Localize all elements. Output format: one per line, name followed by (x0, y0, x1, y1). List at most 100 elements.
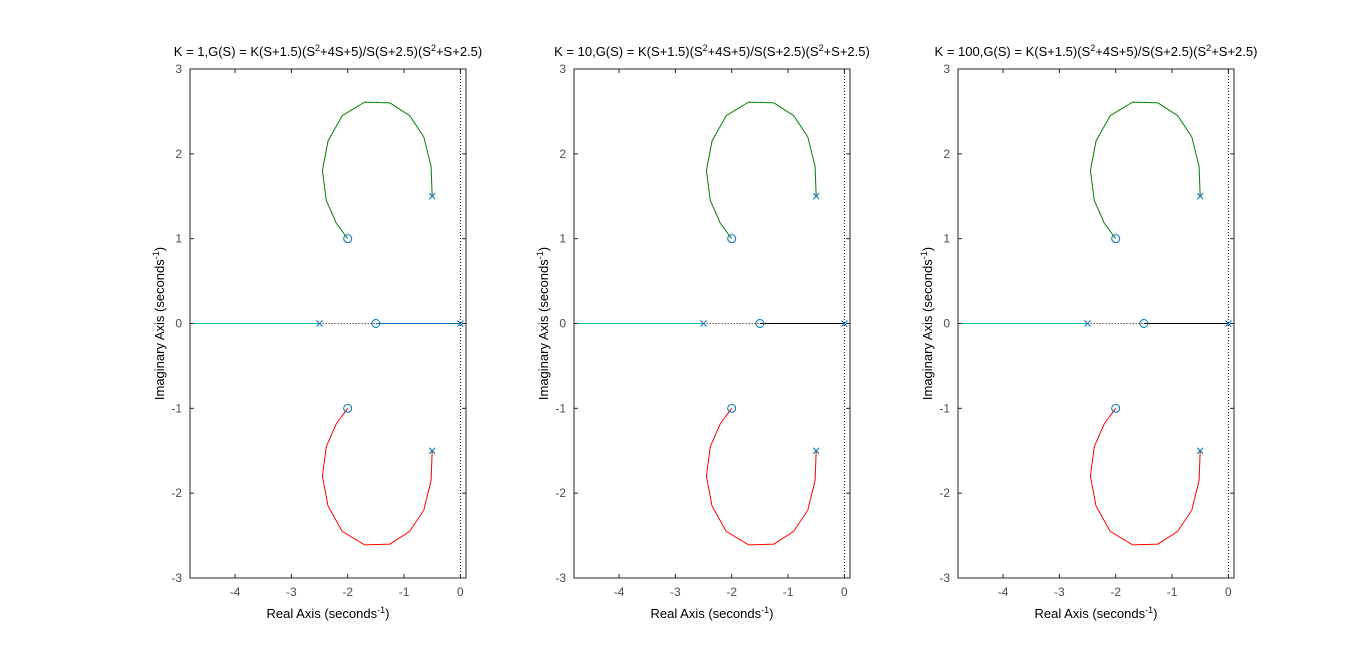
y-tick-label: -3 (939, 571, 950, 585)
y-tick-label: -1 (939, 401, 950, 415)
x-axis-label-part: Real Axis (seconds (1035, 606, 1146, 621)
y-tick-label: 2 (559, 147, 566, 161)
x-axis-label: Real Axis (seconds-1) (651, 605, 774, 621)
y-axis-label-part: Imaginary Axis (seconds (920, 259, 935, 400)
y-axis-label-superscript: -1 (919, 251, 929, 259)
plot-title-part: +4S+5)/S(S+2.5)(S (1095, 44, 1206, 59)
plot-title-part: +S+2.5) (824, 44, 870, 59)
y-tick-label: 0 (175, 317, 182, 331)
x-tick-label: -3 (670, 585, 681, 599)
y-tick-label: 1 (175, 232, 182, 246)
pole-marker (457, 320, 464, 327)
x-tick-label: -1 (1167, 585, 1178, 599)
locus-branch-3 (1089, 101, 1201, 239)
plot-title-superscript: 2 (1090, 43, 1095, 53)
x-axis-label-part: ) (385, 606, 389, 621)
y-axis-label-superscript: -1 (151, 251, 161, 259)
x-axis-label: Real Axis (seconds-1) (267, 605, 390, 621)
y-axis-label-part: ) (920, 247, 935, 251)
pole-marker (1084, 320, 1091, 327)
y-tick-label: -1 (171, 401, 182, 415)
zero-marker (1111, 234, 1121, 244)
y-tick-label: 1 (559, 232, 566, 246)
x-axis-label: Real Axis (seconds-1) (1035, 605, 1158, 621)
y-tick-label: 3 (943, 62, 950, 76)
x-tick-label: -3 (286, 585, 297, 599)
pole-marker (812, 192, 820, 200)
plot-title-part: K = 10,G(S) = K(S+1.5)(S (554, 44, 703, 59)
pole-marker (812, 447, 820, 455)
plot-area (574, 69, 845, 578)
zero-marker (343, 234, 353, 244)
zero-marker (371, 319, 381, 328)
plot-title-superscript: 2 (315, 43, 320, 53)
zero-marker (1111, 403, 1121, 413)
y-tick-label: 0 (559, 317, 566, 331)
plot-title-superscript: 2 (703, 43, 708, 53)
x-axis-label-superscript: -1 (1145, 605, 1153, 615)
locus-branch-3 (705, 101, 817, 239)
locus-branch-4 (705, 408, 817, 546)
y-axis-label-part: Imaginary Axis (seconds (536, 259, 551, 400)
pole-marker (428, 447, 436, 455)
plot-title-superscript: 2 (819, 43, 824, 53)
plot-title-part: +S+2.5) (1211, 44, 1257, 59)
x-axis-label-part: Real Axis (seconds (267, 606, 378, 621)
zero-marker (343, 403, 353, 413)
locus-branch-4 (1089, 408, 1201, 546)
pole-marker (1225, 320, 1232, 327)
plot-title-part: K = 1,G(S) = K(S+1.5)(S (174, 44, 316, 59)
x-tick-label: 0 (841, 585, 848, 599)
x-axis-label-part: ) (1153, 606, 1157, 621)
pole-marker (700, 320, 707, 327)
y-axis-label: Imaginary Axis (seconds-1) (151, 247, 167, 400)
x-tick-label: -2 (726, 585, 737, 599)
pole-marker (1196, 447, 1204, 455)
x-axis-label-part: Real Axis (seconds (651, 606, 762, 621)
y-tick-label: -3 (555, 571, 566, 585)
x-axis-label-part: ) (769, 606, 773, 621)
plot-area (958, 69, 1229, 578)
zero-marker (727, 403, 737, 413)
x-tick-label: -4 (998, 585, 1009, 599)
y-tick-label: 3 (175, 62, 182, 76)
plot-title: K = 100,G(S) = K(S+1.5)(S2+4S+5)/S(S+2.5… (935, 43, 1258, 59)
y-tick-label: -2 (171, 486, 182, 500)
root-locus-panel-2: -4 -3 -2 -1 0 -3 -2 -1 0 1 2 3 K = 10,G(S) = K(S+1.5… (535, 43, 870, 621)
plot-title: K = 1,G(S) = K(S+1.5)(S2+4S+5)/S(S+2.5)(… (174, 43, 482, 59)
plot-area (190, 69, 461, 578)
y-tick-label: 3 (559, 62, 566, 76)
x-tick-label: 0 (1225, 585, 1232, 599)
plot-title-part: K = 100,G(S) = K(S+1.5)(S (935, 44, 1091, 59)
y-axis-label-superscript: -1 (535, 251, 545, 259)
pole-marker (316, 320, 323, 327)
root-locus-panel-1: -4 -3 -2 -1 0 -3 -2 -1 0 1 2 3 K = 1,G(S) = K(S+1.5)… (151, 43, 482, 621)
plot-title-part: +4S+5)/S(S+2.5)(S (320, 44, 431, 59)
plot-title-superscript: 2 (1206, 43, 1211, 53)
y-axis-label: Imaginary Axis (seconds-1) (535, 247, 551, 400)
plot-title-part: +4S+5)/S(S+2.5)(S (708, 44, 819, 59)
y-tick-label: 2 (943, 147, 950, 161)
pole-marker (428, 192, 436, 200)
plot-title: K = 10,G(S) = K(S+1.5)(S2+4S+5)/S(S+2.5)… (554, 43, 870, 59)
y-tick-label: 1 (943, 232, 950, 246)
x-tick-label: 0 (457, 585, 464, 599)
y-tick-label: -2 (555, 486, 566, 500)
x-tick-label: -4 (614, 585, 625, 599)
y-tick-label: 2 (175, 147, 182, 161)
y-tick-label: -1 (555, 401, 566, 415)
y-axis-label-part: Imaginary Axis (seconds (152, 259, 167, 400)
y-tick-label: -2 (939, 486, 950, 500)
x-tick-label: -3 (1054, 585, 1065, 599)
locus-branch-3 (321, 101, 433, 239)
x-axis-label-superscript: -1 (377, 605, 385, 615)
x-axis-label-superscript: -1 (761, 605, 769, 615)
y-tick-label: -3 (171, 571, 182, 585)
pole-marker (841, 320, 848, 327)
zero-marker (1139, 319, 1149, 328)
zero-marker (755, 319, 765, 328)
pole-marker (1196, 192, 1204, 200)
locus-branch-4 (321, 408, 433, 546)
plot-title-superscript: 2 (431, 43, 436, 53)
zero-marker (727, 234, 737, 244)
